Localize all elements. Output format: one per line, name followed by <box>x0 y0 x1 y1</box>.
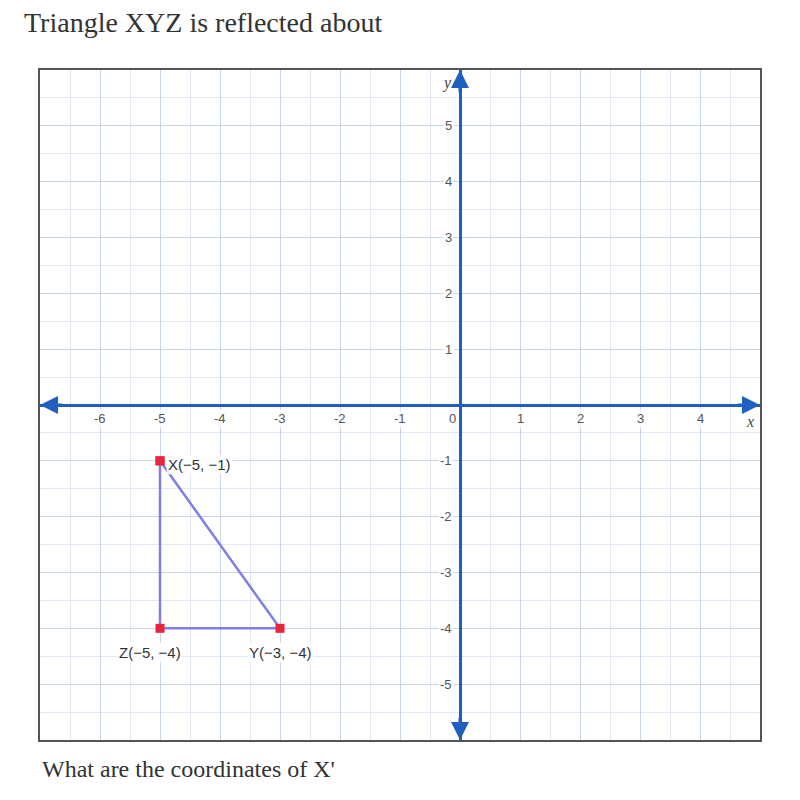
svg-text:Triangle XYZ is reflected abou: Triangle XYZ is reflected about <box>24 7 382 38</box>
svg-text:0: 0 <box>449 411 456 426</box>
svg-text:-4: -4 <box>214 411 226 426</box>
svg-text:Z(−5, −4): Z(−5, −4) <box>119 644 181 661</box>
svg-text:2: 2 <box>445 286 452 301</box>
svg-text:2: 2 <box>577 411 584 426</box>
svg-text:4: 4 <box>445 174 452 189</box>
svg-text:1: 1 <box>517 411 524 426</box>
svg-text:y: y <box>442 74 452 92</box>
svg-text:Y(−3, −4): Y(−3, −4) <box>249 644 312 661</box>
svg-text:3: 3 <box>637 411 644 426</box>
svg-text:-2: -2 <box>440 509 452 524</box>
svg-text:-1: -1 <box>394 411 406 426</box>
svg-text:-1: -1 <box>440 453 452 468</box>
svg-text:x: x <box>746 413 754 430</box>
svg-text:5: 5 <box>445 118 452 133</box>
svg-text:1: 1 <box>445 342 452 357</box>
svg-text:What are the coordinates of X': What are the coordinates of X' <box>42 756 335 782</box>
svg-text:-2: -2 <box>334 411 346 426</box>
svg-text:X(−5, −1): X(−5, −1) <box>168 456 231 473</box>
svg-text:-3: -3 <box>274 411 286 426</box>
svg-text:-5: -5 <box>440 677 452 692</box>
svg-text:-5: -5 <box>154 411 166 426</box>
svg-text:-3: -3 <box>440 565 452 580</box>
svg-text:-6: -6 <box>94 411 106 426</box>
svg-text:-4: -4 <box>440 621 452 636</box>
svg-text:4: 4 <box>697 411 704 426</box>
svg-text:3: 3 <box>445 230 452 245</box>
